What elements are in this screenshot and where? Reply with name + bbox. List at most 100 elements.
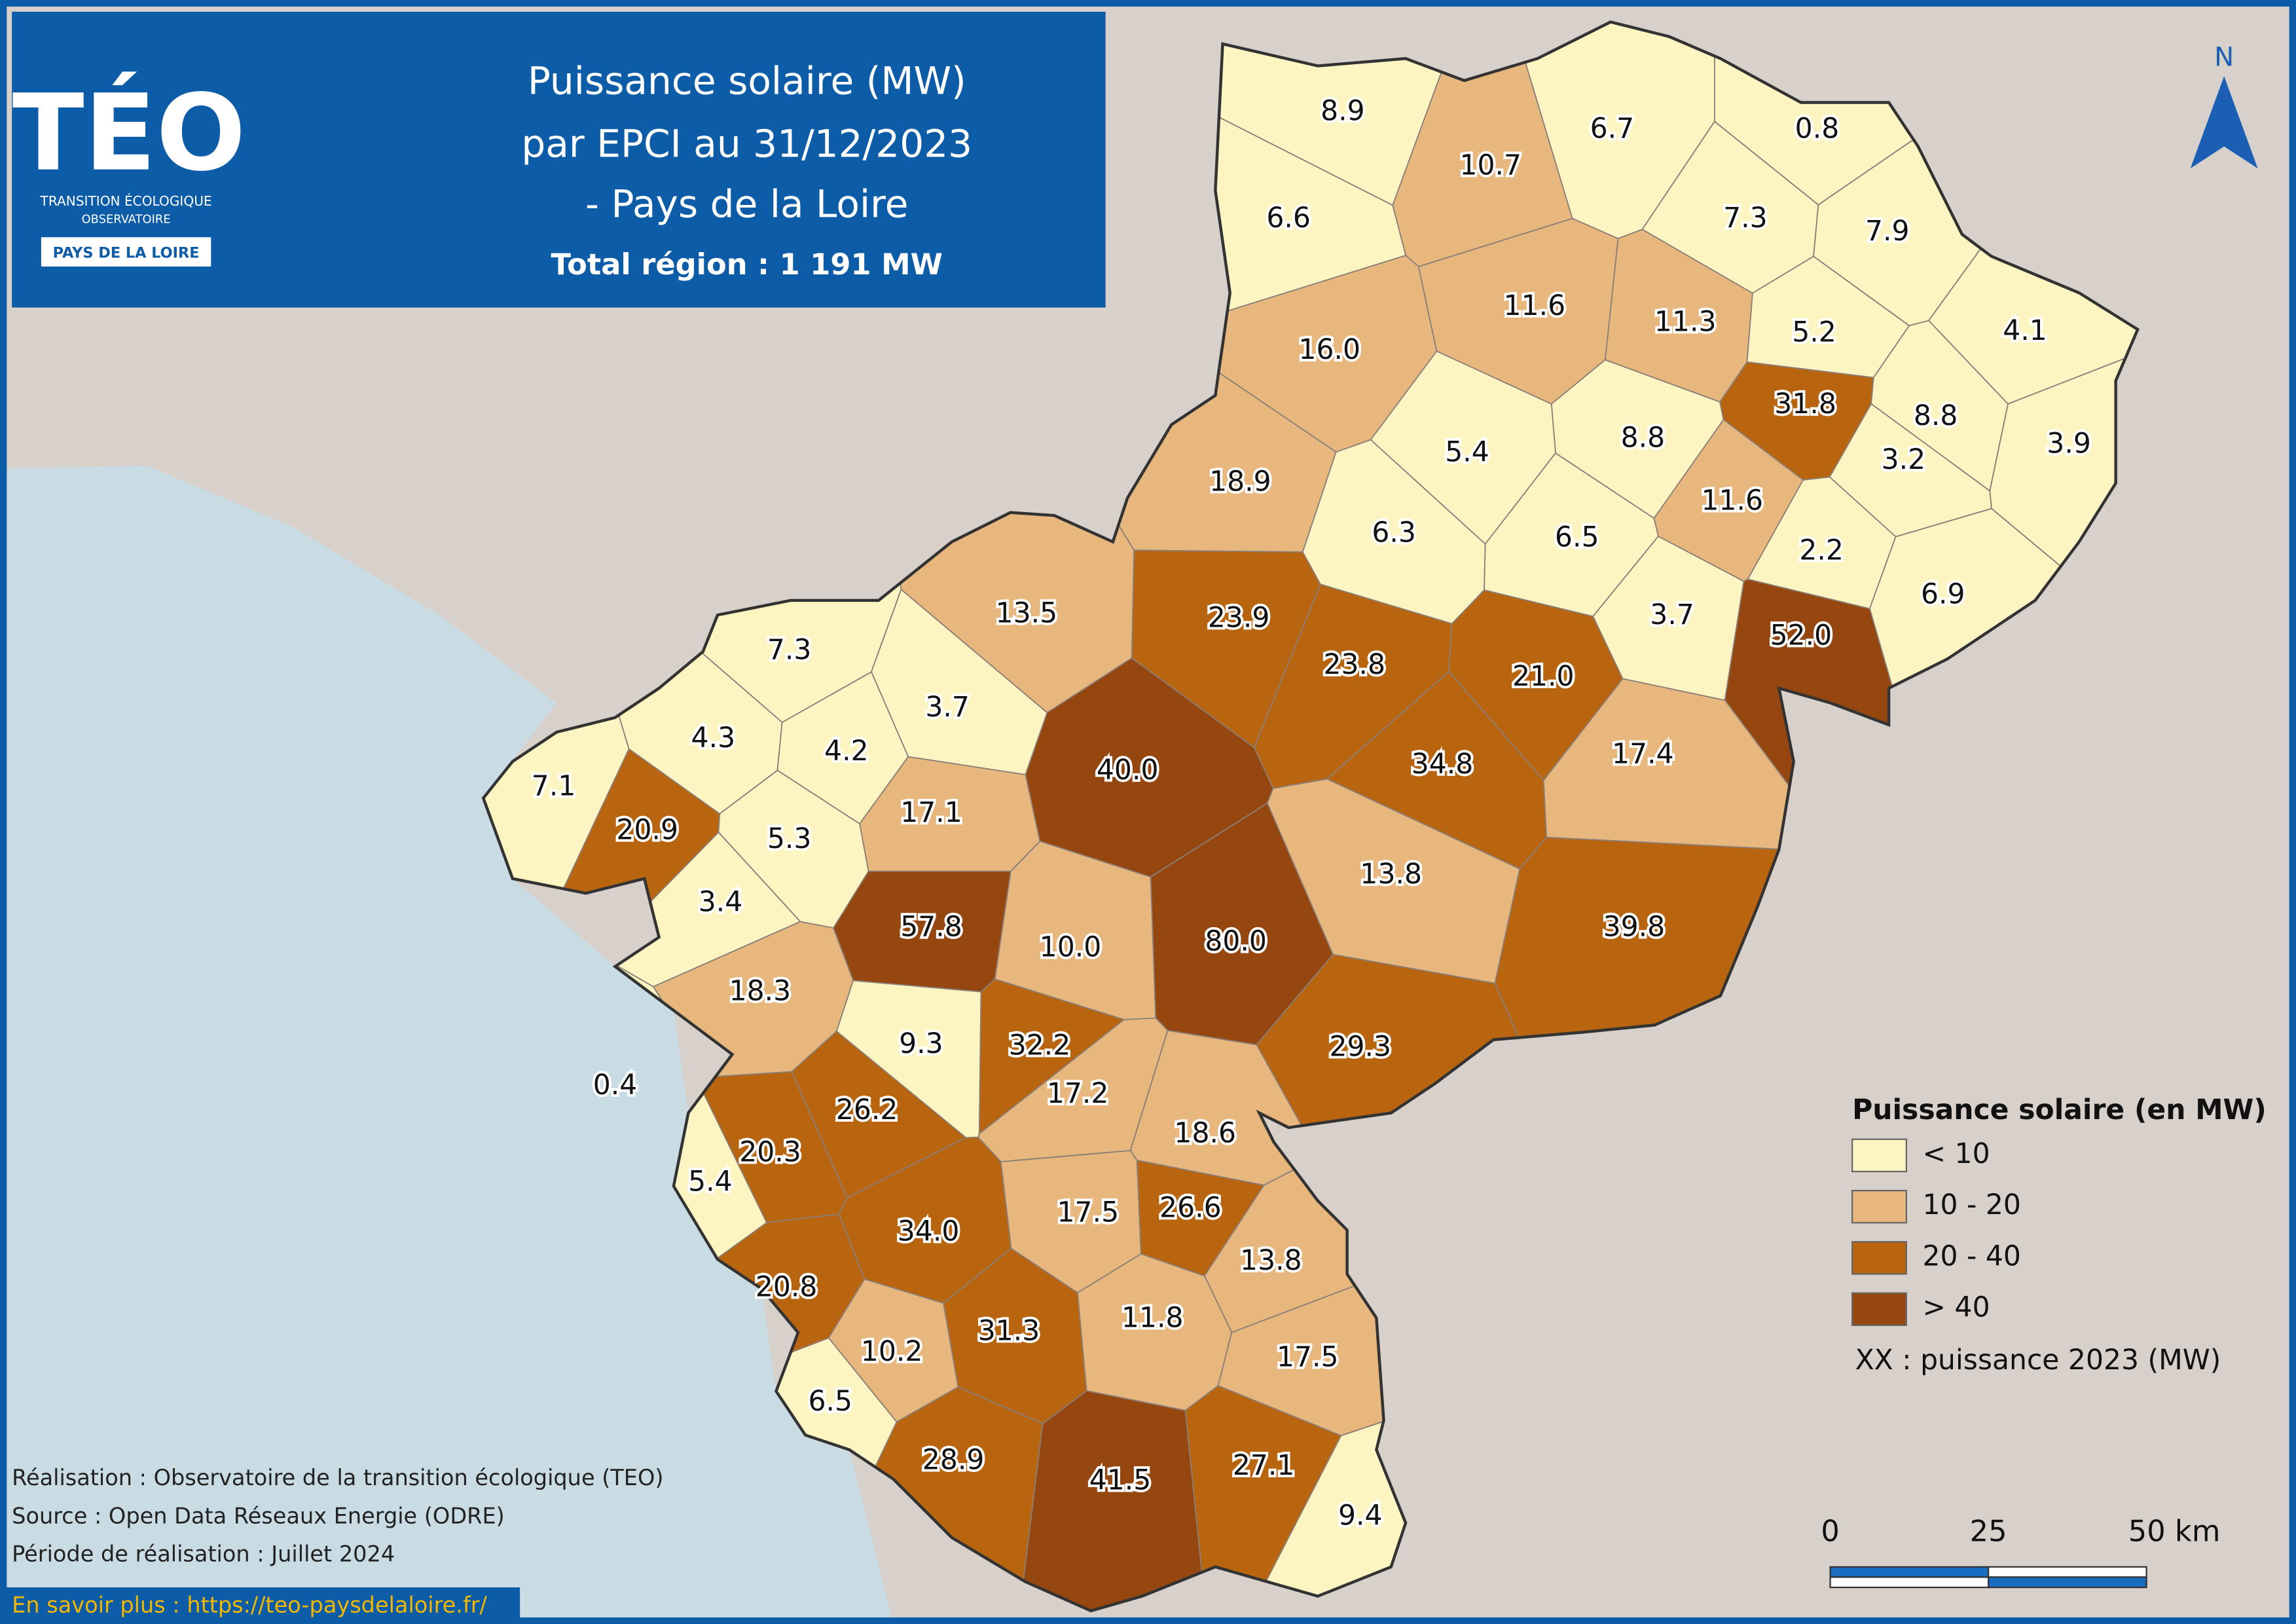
north-letter: N — [2214, 42, 2234, 72]
epci-label: 13.5 — [996, 598, 1058, 630]
epci-label: 17.5 — [1277, 1342, 1339, 1374]
epci-label: 20.3 — [739, 1137, 801, 1169]
epci-label: 9.4 — [1338, 1500, 1383, 1532]
epci-label: 2.2 — [1799, 535, 1844, 567]
scale-label: 0 — [1821, 1513, 1839, 1548]
epci-label: 6.5 — [808, 1386, 852, 1418]
epci-label: 18.9 — [1209, 466, 1271, 498]
epci-label: 3.4 — [699, 886, 743, 918]
epci-label: 20.9 — [616, 815, 678, 847]
epci-label: 40.0 — [1097, 754, 1159, 786]
epci-label: 21.0 — [1512, 661, 1575, 693]
epci-label: 6.9 — [1921, 579, 1965, 611]
epci-label: 17.1 — [900, 797, 962, 829]
legend-swatch — [1851, 1138, 1907, 1173]
epci-label: 5.4 — [1445, 437, 1489, 469]
epci-label: 10.0 — [1040, 932, 1102, 964]
legend-label: 10 - 20 — [1922, 1189, 2020, 1221]
epci-label: 11.6 — [1504, 290, 1566, 322]
epci-label: 29.3 — [1329, 1031, 1391, 1063]
legend-note: XX : puissance 2023 (MW) — [1855, 1344, 2221, 1376]
credit: Période de réalisation : Juillet 2024 — [12, 1541, 395, 1566]
link[interactable]: En savoir plus : https://teo-paysdelaloi… — [12, 1593, 487, 1618]
epci-label: 7.9 — [1865, 215, 1910, 248]
epci-label: 17.4 — [1612, 738, 1674, 770]
legend-swatch — [1851, 1241, 1907, 1275]
epci-label: 7.3 — [767, 635, 812, 667]
region-outline — [481, 20, 2140, 1613]
total: Total région : 1 191 MW — [551, 247, 943, 282]
epci-label: 7.3 — [1723, 202, 1768, 234]
epci-label: 27.1 — [1233, 1450, 1295, 1482]
epci-label: 31.3 — [978, 1315, 1040, 1347]
scale-segment — [1987, 1576, 2147, 1589]
epci-label: 10.2 — [861, 1336, 923, 1368]
epci-label: 0.4 — [593, 1069, 638, 1101]
north-arrow — [2190, 76, 2258, 169]
epci-label: 31.8 — [1774, 388, 1836, 420]
epci-label: 34.8 — [1412, 748, 1474, 781]
epci-label: 34.0 — [898, 1215, 960, 1247]
scale-segment — [1829, 1576, 1990, 1589]
epci-label: 3.9 — [2047, 428, 2091, 460]
epci-label: 4.1 — [2003, 315, 2047, 347]
epci-label: 7.1 — [532, 771, 576, 803]
legend: Puissance solaire (en MW) XX : puissance… — [1851, 1094, 2267, 1376]
epci-label: 41.5 — [1089, 1465, 1152, 1497]
epci-label: 18.3 — [729, 976, 792, 1008]
sea — [0, 466, 894, 1624]
epci-label: 9.3 — [899, 1028, 943, 1060]
epci-label: 0.8 — [1795, 113, 1840, 145]
legend-title: Puissance solaire (en MW) — [1852, 1094, 2267, 1126]
scale-label: 25 — [1970, 1513, 2007, 1548]
epci-label: 16.0 — [1299, 334, 1361, 366]
epci-label: 17.2 — [1047, 1078, 1109, 1110]
scale-segment — [1829, 1566, 1990, 1578]
epci-label: 52.0 — [1770, 619, 1832, 652]
title-line: Puissance solaire (MW) — [528, 59, 966, 103]
epci-label: 20.8 — [756, 1271, 818, 1303]
logo-subtitle: TRANSITION ÉCOLOGIQUE — [40, 193, 212, 209]
epci-label: 4.2 — [824, 735, 869, 767]
epci-label: 6.5 — [1555, 521, 1599, 553]
epci-label: 3.7 — [1650, 599, 1694, 631]
epci-label: 32.2 — [1009, 1029, 1071, 1061]
epci-label: 4.3 — [691, 722, 736, 754]
credit: Source : Open Data Réseaux Energie (ODRE… — [12, 1503, 505, 1528]
epci-label: 57.8 — [900, 911, 962, 943]
epci-label: 26.6 — [1159, 1192, 1222, 1225]
epci-label: 11.8 — [1121, 1302, 1184, 1334]
legend-swatch — [1851, 1189, 1907, 1224]
epci-label: 13.8 — [1360, 858, 1422, 891]
legend-label: < 10 — [1922, 1138, 1990, 1170]
epci-label: 8.8 — [1621, 422, 1666, 454]
scale-label: 50 km — [2128, 1513, 2221, 1548]
epci-label: 5.4 — [688, 1166, 733, 1198]
credit: Réalisation : Observatoire de la transit… — [12, 1465, 663, 1490]
logo-subtitle: OBSERVATOIRE — [82, 212, 171, 226]
epci-label: 80.0 — [1205, 926, 1267, 958]
epci-label: 3.2 — [1882, 444, 1926, 476]
epci-label: 5.2 — [1792, 316, 1836, 348]
legend-label: > 40 — [1922, 1292, 1990, 1324]
epci-label: 11.3 — [1654, 306, 1717, 339]
epci-label: 6.6 — [1266, 202, 1311, 234]
epci-label: 13.8 — [1240, 1245, 1302, 1277]
logo-region-box — [41, 237, 211, 267]
epci-label: 18.6 — [1174, 1118, 1236, 1150]
epci-label: 26.2 — [836, 1094, 898, 1126]
epci-labels: 8.9 10.7 6.7 0.8 6.6 7.3 7.9 16.0 11.6 11.3 5.2 4.1… — [529, 93, 2094, 1534]
epci-label: 17.5 — [1057, 1196, 1120, 1228]
scale-segment — [1987, 1566, 2147, 1578]
epci-label: 10.7 — [1460, 149, 1522, 181]
logo-name: TÉO — [12, 72, 246, 194]
epci-label: 6.3 — [1372, 517, 1416, 549]
title-line: - Pays de la Loire — [585, 181, 908, 226]
epci-label: 8.9 — [1321, 96, 1365, 128]
epci-label: 28.9 — [922, 1444, 985, 1476]
logo-region: PAYS DE LA LOIRE — [53, 244, 200, 261]
epci-label: 23.9 — [1208, 602, 1270, 634]
